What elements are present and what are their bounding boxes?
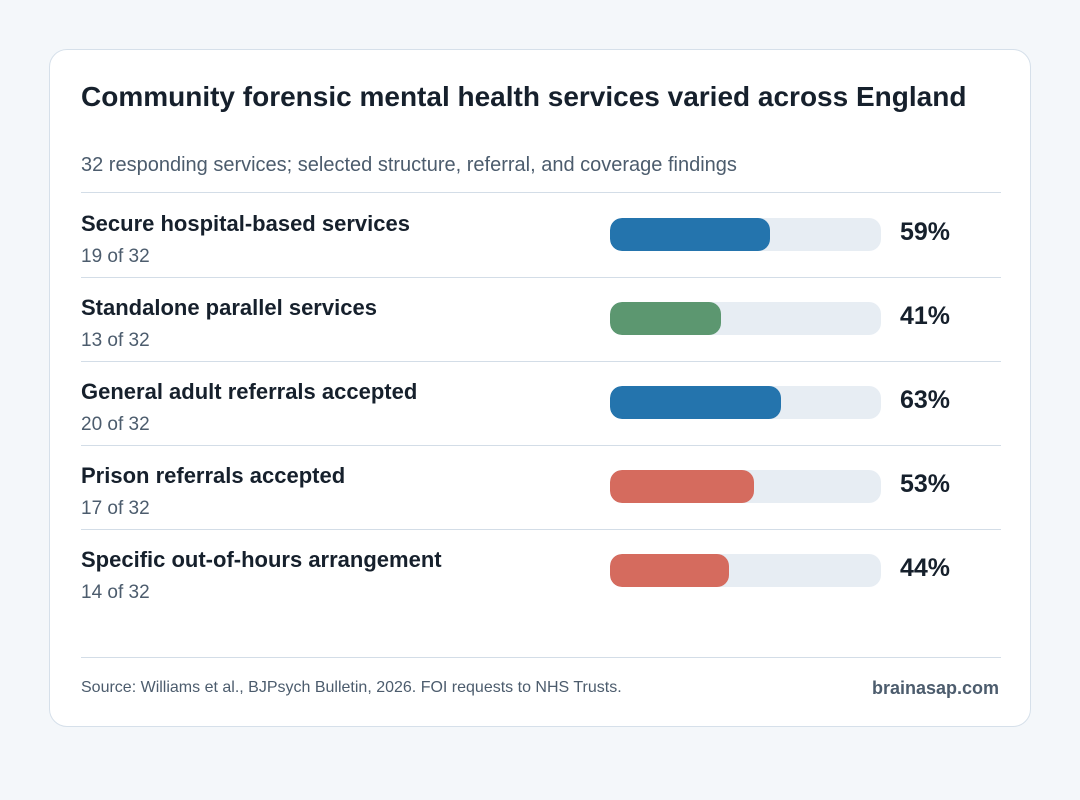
- bar-track: [610, 386, 881, 419]
- value-label: 63%: [900, 386, 951, 414]
- category-label: Prison referrals accepted: [81, 463, 346, 488]
- bar: [610, 554, 730, 587]
- bar: [610, 302, 722, 335]
- category-label: Secure hospital-based services: [81, 211, 410, 236]
- source-note: Source: Williams et al., BJPsych Bulleti…: [81, 679, 622, 696]
- category-label: General adult referrals accepted: [81, 379, 418, 404]
- bar-row: Standalone parallel services 13 of 32 41%: [81, 278, 1001, 362]
- footer-divider: [81, 657, 1001, 658]
- bar-track: [610, 218, 881, 251]
- header-divider: [81, 192, 1001, 193]
- count-label: 17 of 32: [81, 498, 150, 519]
- count-label: 13 of 32: [81, 330, 150, 351]
- bar: [610, 386, 781, 419]
- bar-row: Secure hospital-based services 19 of 32 59…: [81, 194, 1001, 278]
- bar-row: Prison referrals accepted 17 of 32 53%: [81, 446, 1001, 530]
- chart-card: Community forensic mental health service…: [49, 49, 1031, 727]
- bar-track: [610, 302, 881, 335]
- value-label: 44%: [900, 554, 951, 582]
- category-label: Specific out-of-hours arrangement: [81, 547, 442, 572]
- bar: [610, 470, 754, 503]
- bar-rows: Secure hospital-based services 19 of 32 59…: [81, 194, 1001, 614]
- chart-subtitle: 32 responding services; selected structu…: [81, 154, 737, 176]
- value-label: 41%: [900, 302, 951, 330]
- value-label: 53%: [900, 470, 951, 498]
- count-label: 19 of 32: [81, 246, 150, 267]
- chart-title: Community forensic mental health service…: [81, 81, 967, 112]
- bar: [610, 218, 770, 251]
- bar-row: General adult referrals accepted 20 of 32…: [81, 362, 1001, 446]
- category-label: Standalone parallel services: [81, 295, 377, 320]
- bar-track: [610, 554, 881, 587]
- bar-track: [610, 470, 881, 503]
- brand-link[interactable]: brainasap.com: [871, 678, 999, 698]
- count-label: 14 of 32: [81, 582, 150, 603]
- value-label: 59%: [900, 218, 951, 246]
- count-label: 20 of 32: [81, 414, 150, 435]
- bar-row: Specific out-of-hours arrangement 14 of 3…: [81, 530, 1001, 614]
